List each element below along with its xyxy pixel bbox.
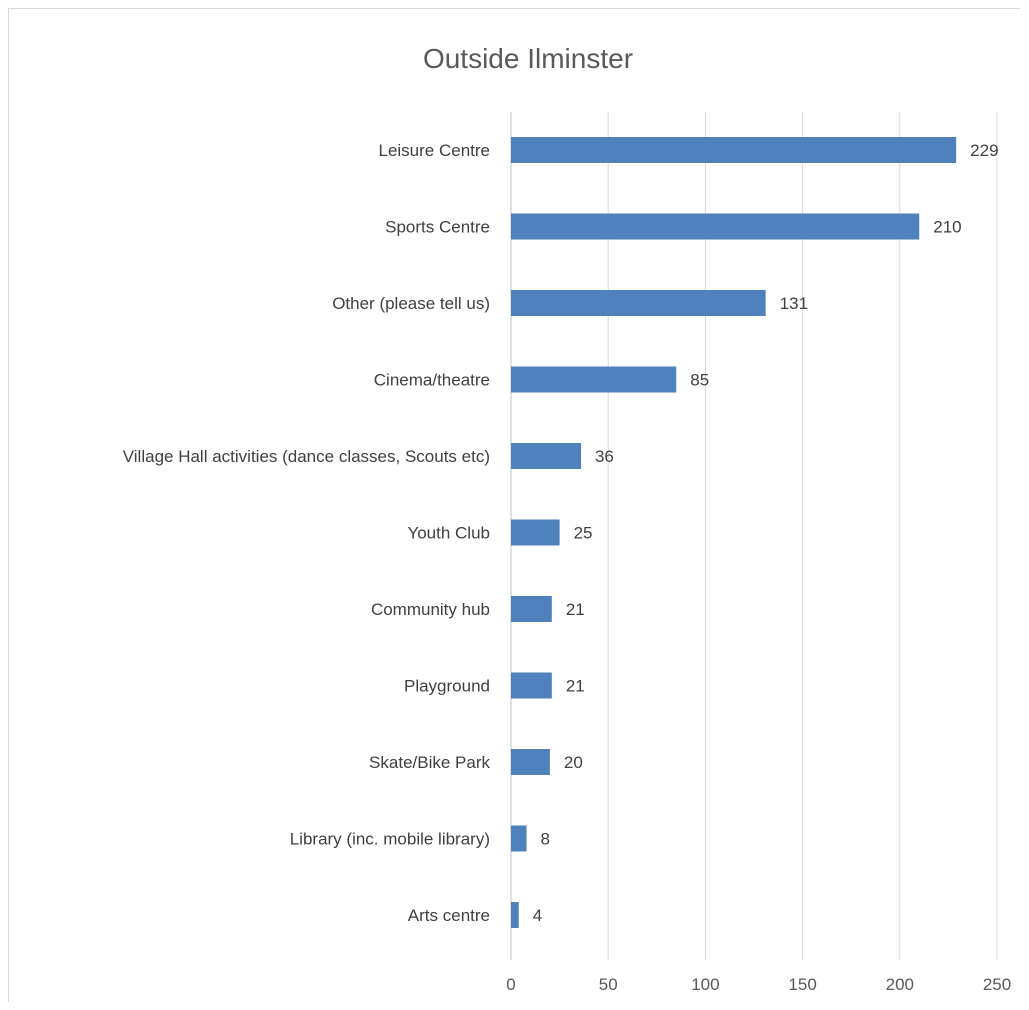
category-label: Community hub [371,600,490,619]
bar [511,596,552,622]
bar [511,902,519,928]
bar [511,672,552,699]
value-label: 21 [566,677,585,696]
x-tick-label: 0 [506,975,515,994]
category-label: Skate/Bike Park [369,753,490,772]
category-label: Village Hall activities (dance classes, … [123,447,490,466]
x-tick-label: 100 [691,975,719,994]
category-label: Sports Centre [385,218,490,237]
value-labels: 229 210 131 85 36 25 21 21 20 8 4 [533,141,999,925]
value-label: 131 [780,294,808,313]
value-label: 21 [566,600,585,619]
value-label: 25 [574,524,593,543]
bar [511,213,920,240]
bars [511,137,957,928]
bar [511,290,766,316]
category-label: Youth Club [407,524,490,543]
bar [511,519,560,546]
value-label: 229 [970,141,998,160]
category-label: Library (inc. mobile library) [290,830,490,849]
value-label: 20 [564,753,583,772]
category-label: Cinema/theatre [374,371,490,390]
chart-frame [8,8,1020,1002]
value-label: 210 [933,218,961,237]
x-tick-label: 50 [599,975,618,994]
category-label: Arts centre [408,906,490,925]
category-label: Other (please tell us) [332,294,490,313]
category-label: Playground [404,677,490,696]
value-label: 85 [690,371,709,390]
x-tick-label: 250 [983,975,1011,994]
bar [511,137,957,163]
value-label: 8 [541,830,550,849]
value-label: 4 [533,906,542,925]
bar [511,443,581,469]
x-tick-label: 200 [886,975,914,994]
x-tick-labels: 0 50 100 150 200 250 [506,975,1011,994]
x-tick-label: 150 [788,975,816,994]
bar [511,749,550,775]
bar [511,825,527,852]
chart-title: Outside Ilminster [423,43,633,74]
bar [511,366,677,393]
value-label: 36 [595,447,614,466]
category-labels: Leisure Centre Sports Centre Other (please… [123,141,491,925]
category-label: Leisure Centre [378,141,490,160]
